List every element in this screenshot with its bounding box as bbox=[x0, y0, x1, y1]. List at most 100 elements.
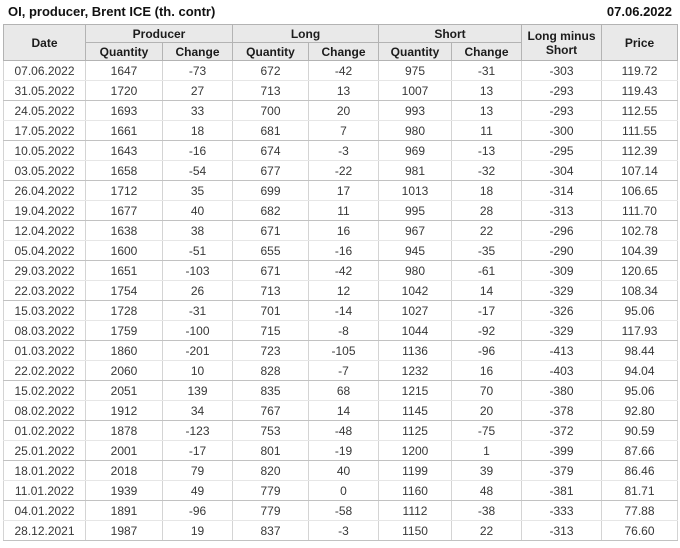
short-quantity-cell: 980 bbox=[378, 120, 453, 141]
table-row: 15.03.2022 1728 -31 701 -14 1027 -17 -326 95.06 bbox=[3, 300, 679, 321]
short-change-cell: -32 bbox=[451, 160, 523, 181]
producer-change-cell: 27 bbox=[162, 80, 233, 101]
table-row: 22.02.2022 2060 10 828 -7 1232 16 -403 94.04 bbox=[3, 360, 679, 381]
price-cell: 86.46 bbox=[601, 460, 679, 481]
table-row: 10.05.2022 1643 -16 674 -3 969 -13 -295 112.39 bbox=[3, 140, 679, 161]
long-quantity-cell: 701 bbox=[232, 300, 309, 321]
price-cell: 92.80 bbox=[601, 400, 679, 421]
producer-change-cell: -16 bbox=[162, 140, 233, 161]
table-row: 19.04.2022 1677 40 682 11 995 28 -313 111.70 bbox=[3, 200, 679, 221]
producer-quantity-cell: 1647 bbox=[85, 60, 163, 81]
open-interest-table: Date Producer Long Short Long minus Shor… bbox=[3, 24, 679, 541]
date-cell: 04.01.2022 bbox=[3, 500, 86, 521]
long-minus-short-cell: -313 bbox=[521, 520, 603, 541]
long-minus-short-cell: -326 bbox=[521, 300, 603, 321]
producer-change-cell: 18 bbox=[162, 120, 233, 141]
date-cell: 24.05.2022 bbox=[3, 100, 86, 121]
long-change-cell: 14 bbox=[307, 400, 380, 421]
price-cell: 112.55 bbox=[601, 100, 679, 121]
long-change-cell: -42 bbox=[307, 260, 380, 281]
price-cell: 98.44 bbox=[601, 340, 679, 361]
table-row: 25.01.2022 2001 -17 801 -19 1200 1 -399 87.66 bbox=[3, 440, 679, 461]
short-quantity-cell: 1150 bbox=[378, 520, 453, 541]
producer-quantity-cell: 1720 bbox=[85, 80, 163, 101]
date-cell: 22.03.2022 bbox=[3, 280, 86, 301]
short-change-cell: 16 bbox=[451, 360, 523, 381]
long-change-cell: -48 bbox=[307, 420, 380, 441]
long-minus-short-cell: -372 bbox=[521, 420, 603, 441]
long-minus-short-cell: -379 bbox=[521, 460, 603, 481]
table-row: 29.03.2022 1651 -103 671 -42 980 -61 -309 120.65 bbox=[3, 260, 679, 281]
price-cell: 102.78 bbox=[601, 220, 679, 241]
column-header-long-change: Change bbox=[307, 42, 380, 61]
short-quantity-cell: 1007 bbox=[378, 80, 453, 101]
long-change-cell: -42 bbox=[307, 60, 380, 81]
table-row: 26.04.2022 1712 35 699 17 1013 18 -314 106.65 bbox=[3, 180, 679, 201]
long-change-cell: -19 bbox=[307, 440, 380, 461]
short-change-cell: -92 bbox=[451, 320, 523, 341]
producer-quantity-cell: 2060 bbox=[85, 360, 163, 381]
table-row: 28.12.2021 1987 19 837 -3 1150 22 -313 76.60 bbox=[3, 520, 679, 541]
price-cell: 117.93 bbox=[601, 320, 679, 341]
short-quantity-cell: 969 bbox=[378, 140, 453, 161]
table-row: 01.03.2022 1860 -201 723 -105 1136 -96 -413 98.4… bbox=[3, 340, 679, 361]
short-quantity-cell: 1112 bbox=[378, 500, 453, 521]
producer-quantity-cell: 1677 bbox=[85, 200, 163, 221]
date-cell: 08.02.2022 bbox=[3, 400, 86, 421]
short-quantity-cell: 975 bbox=[378, 60, 453, 81]
date-cell: 11.01.2022 bbox=[3, 480, 86, 501]
long-minus-short-cell: -293 bbox=[521, 100, 603, 121]
long-change-cell: 17 bbox=[307, 180, 380, 201]
long-change-cell: -16 bbox=[307, 240, 380, 261]
price-cell: 81.71 bbox=[601, 480, 679, 501]
producer-quantity-cell: 1759 bbox=[85, 320, 163, 341]
long-change-cell: -105 bbox=[307, 340, 380, 361]
short-change-cell: -35 bbox=[451, 240, 523, 261]
table-row: 08.03.2022 1759 -100 715 -8 1044 -92 -329 117.93 bbox=[3, 320, 679, 341]
long-change-cell: 7 bbox=[307, 120, 380, 141]
short-quantity-cell: 945 bbox=[378, 240, 453, 261]
table-row: 17.05.2022 1661 18 681 7 980 11 -300 111.55 bbox=[3, 120, 679, 141]
date-cell: 25.01.2022 bbox=[3, 440, 86, 461]
short-change-cell: 13 bbox=[451, 100, 523, 121]
producer-quantity-cell: 1693 bbox=[85, 100, 163, 121]
price-cell: 87.66 bbox=[601, 440, 679, 461]
long-minus-short-cell: -329 bbox=[521, 280, 603, 301]
date-cell: 12.04.2022 bbox=[3, 220, 86, 241]
column-header-price: Price bbox=[601, 24, 679, 61]
short-quantity-cell: 1042 bbox=[378, 280, 453, 301]
long-minus-short-cell: -378 bbox=[521, 400, 603, 421]
price-cell: 111.55 bbox=[601, 120, 679, 141]
producer-quantity-cell: 2001 bbox=[85, 440, 163, 461]
price-cell: 108.34 bbox=[601, 280, 679, 301]
table-row: 03.05.2022 1658 -54 677 -22 981 -32 -304 107.14 bbox=[3, 160, 679, 181]
date-cell: 19.04.2022 bbox=[3, 200, 86, 221]
short-change-cell: -17 bbox=[451, 300, 523, 321]
price-cell: 120.65 bbox=[601, 260, 679, 281]
producer-quantity-cell: 2018 bbox=[85, 460, 163, 481]
long-minus-short-cell: -300 bbox=[521, 120, 603, 141]
short-change-cell: 14 bbox=[451, 280, 523, 301]
producer-quantity-cell: 1651 bbox=[85, 260, 163, 281]
long-minus-short-cell: -403 bbox=[521, 360, 603, 381]
long-quantity-cell: 820 bbox=[232, 460, 309, 481]
short-quantity-cell: 1044 bbox=[378, 320, 453, 341]
date-cell: 10.05.2022 bbox=[3, 140, 86, 161]
long-minus-short-cell: -314 bbox=[521, 180, 603, 201]
long-quantity-cell: 674 bbox=[232, 140, 309, 161]
long-minus-short-cell: -295 bbox=[521, 140, 603, 161]
table-header: Date Producer Long Short Long minus Shor… bbox=[3, 24, 679, 61]
long-quantity-cell: 779 bbox=[232, 480, 309, 501]
page-title: OI, producer, Brent ICE (th. contr) bbox=[8, 4, 216, 19]
long-minus-short-cell: -381 bbox=[521, 480, 603, 501]
short-change-cell: -61 bbox=[451, 260, 523, 281]
price-cell: 119.43 bbox=[601, 80, 679, 101]
price-cell: 106.65 bbox=[601, 180, 679, 201]
date-cell: 01.02.2022 bbox=[3, 420, 86, 441]
short-change-cell: 70 bbox=[451, 380, 523, 401]
date-cell: 07.06.2022 bbox=[3, 60, 86, 81]
long-quantity-cell: 713 bbox=[232, 280, 309, 301]
producer-quantity-cell: 1658 bbox=[85, 160, 163, 181]
long-change-cell: -58 bbox=[307, 500, 380, 521]
